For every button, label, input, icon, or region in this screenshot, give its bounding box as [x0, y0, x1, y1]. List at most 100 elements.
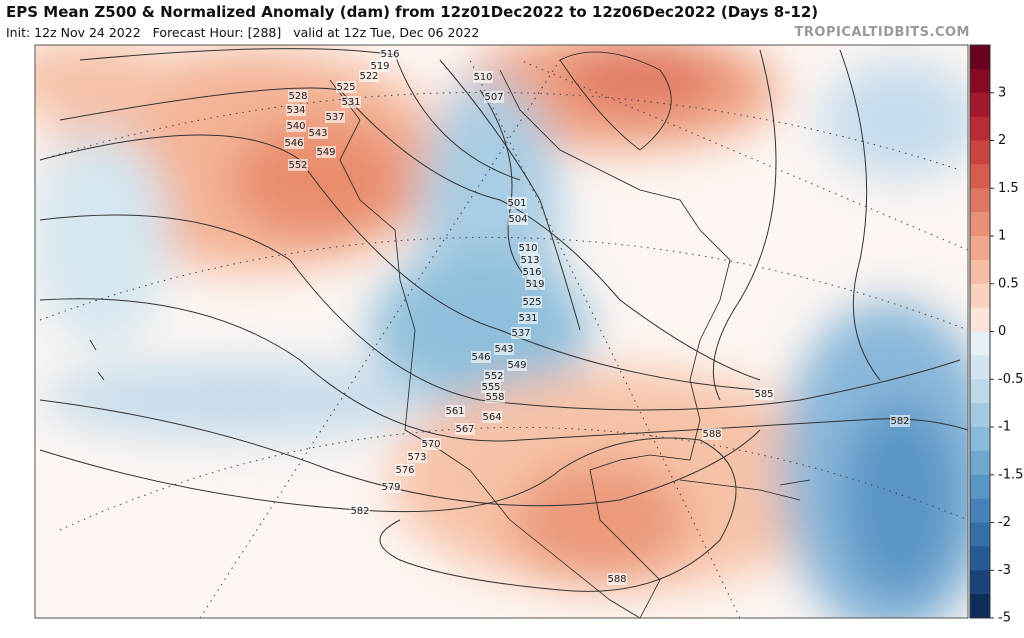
contour-label: 519: [370, 61, 389, 72]
forecast-hour: Forecast Hour: [288]: [152, 25, 282, 40]
colorbar-band: [970, 498, 990, 523]
colorbar-band: [970, 570, 990, 595]
contour-label: 549: [507, 360, 526, 371]
contour-label-bg: [380, 48, 400, 60]
colorbar-band: [970, 427, 990, 452]
colorbar-band: [970, 474, 990, 500]
contour-label: 555: [481, 382, 500, 393]
colorbar-tick-label: -0.5: [998, 372, 1023, 387]
colorbar-tick-label: -2: [998, 515, 1011, 530]
init-time: Init: 12z Nov 24 2022: [6, 25, 141, 40]
contour-label: 540: [286, 121, 305, 132]
colorbar-band: [970, 331, 990, 356]
colorbar-tick-label: -3: [998, 563, 1011, 578]
watermark: TROPICALTIDBITS.COM: [794, 25, 970, 40]
contour-label-bg: [284, 137, 304, 149]
colorbar-tick-label: 2: [998, 133, 1006, 148]
contour-label-bg: [395, 464, 415, 476]
contour-label-bg: [407, 451, 427, 463]
colorbar-band: [970, 212, 990, 237]
contour-label: 570: [421, 439, 440, 450]
colorbar-band: [970, 379, 990, 404]
contour-label: 558: [485, 392, 504, 403]
contour-label: 516: [380, 49, 399, 60]
colorbar-band: [970, 546, 990, 571]
contour-label-bg: [511, 327, 531, 339]
height-contours: [39, 48, 968, 592]
contour-label-bg: [325, 111, 345, 123]
colorbar-band: [970, 522, 990, 547]
contour-label-bg: [484, 91, 504, 103]
contour-label: 552: [484, 371, 503, 382]
contour-label: 501: [507, 198, 526, 209]
colorbar-band: [970, 140, 990, 165]
contour-label: 579: [381, 482, 400, 493]
subtitle: Init: 12z Nov 24 2022 Forecast Hour: [288…: [6, 25, 491, 40]
contour-label-bg: [370, 60, 390, 72]
contour-label: 531: [341, 97, 360, 108]
contour-label: 510: [473, 72, 492, 83]
contour-label-bg: [754, 388, 774, 400]
anomaly-shading: [35, 45, 968, 618]
contour-labels: 5165195225255285315345375405435465495525…: [284, 48, 910, 585]
contour-label-bg: [507, 359, 527, 371]
contour-label-bg: [471, 351, 491, 363]
contour-label: 543: [308, 128, 327, 139]
colorbar-band: [970, 116, 990, 141]
contour-label: 576: [395, 465, 414, 476]
contour-label-bg: [421, 438, 441, 450]
contour-label: 582: [890, 416, 909, 427]
colorbar-tick-label: -1.5: [998, 467, 1023, 482]
contour-label: 567: [455, 424, 474, 435]
map-frame: [34, 44, 969, 619]
contour-label-bg: [308, 127, 328, 139]
colorbar-band: [970, 355, 990, 380]
contour-label-bg: [445, 405, 465, 417]
contour-label: 528: [288, 91, 307, 102]
contour-label-bg: [482, 411, 502, 423]
contour-label: 588: [702, 429, 721, 440]
contour-label-bg: [341, 96, 361, 108]
contour-label-bg: [522, 296, 542, 308]
contour-label: 573: [407, 452, 426, 463]
colorbar-tick-label: 3: [998, 85, 1006, 100]
contour-label-bg: [359, 70, 379, 82]
contour-label-bg: [484, 370, 504, 382]
contour-label: 588: [607, 574, 626, 585]
contour-label: 549: [316, 147, 335, 158]
valid-time: valid at 12z Tue, Dec 06 2022: [293, 25, 480, 40]
contour-label: 582: [350, 506, 369, 517]
contour-label: 525: [522, 297, 541, 308]
contour-label: 537: [325, 112, 344, 123]
colorbar-band: [970, 45, 990, 70]
contour-label: 507: [484, 92, 503, 103]
coastlines: [89, 51, 811, 618]
contour-label-bg: [520, 254, 540, 266]
colorbar-tick-label: 0.5: [998, 276, 1019, 291]
contour-label-bg: [481, 381, 501, 393]
contour-label-bg: [381, 481, 401, 493]
contour-label: 504: [508, 214, 527, 225]
contour-label: 522: [359, 71, 378, 82]
contour-label-bg: [350, 505, 370, 517]
contour-label-bg: [336, 81, 356, 93]
contour-label-bg: [702, 428, 722, 440]
contour-label-bg: [507, 197, 527, 209]
contour-label: 510: [518, 243, 537, 254]
colorbar-band: [970, 307, 990, 332]
colorbar-band: [970, 594, 990, 619]
contour-label: 513: [520, 255, 539, 266]
colorbar-band: [970, 450, 990, 476]
contour-label-bg: [607, 573, 627, 585]
contour-label-bg: [890, 415, 910, 427]
colorbar-band: [970, 164, 990, 189]
contour-label-bg: [494, 343, 514, 355]
colorbar-band: [970, 283, 990, 309]
colorbar-tick-label: -1: [998, 420, 1011, 435]
contour-label: 552: [288, 160, 307, 171]
contour-label: 585: [754, 389, 773, 400]
colorbar-tick-label: -5: [998, 611, 1011, 626]
colorbar: 3 2 1.5 1 0.5 0 -0.5 -1 -1.5 -2 -3 -5: [969, 44, 1023, 626]
